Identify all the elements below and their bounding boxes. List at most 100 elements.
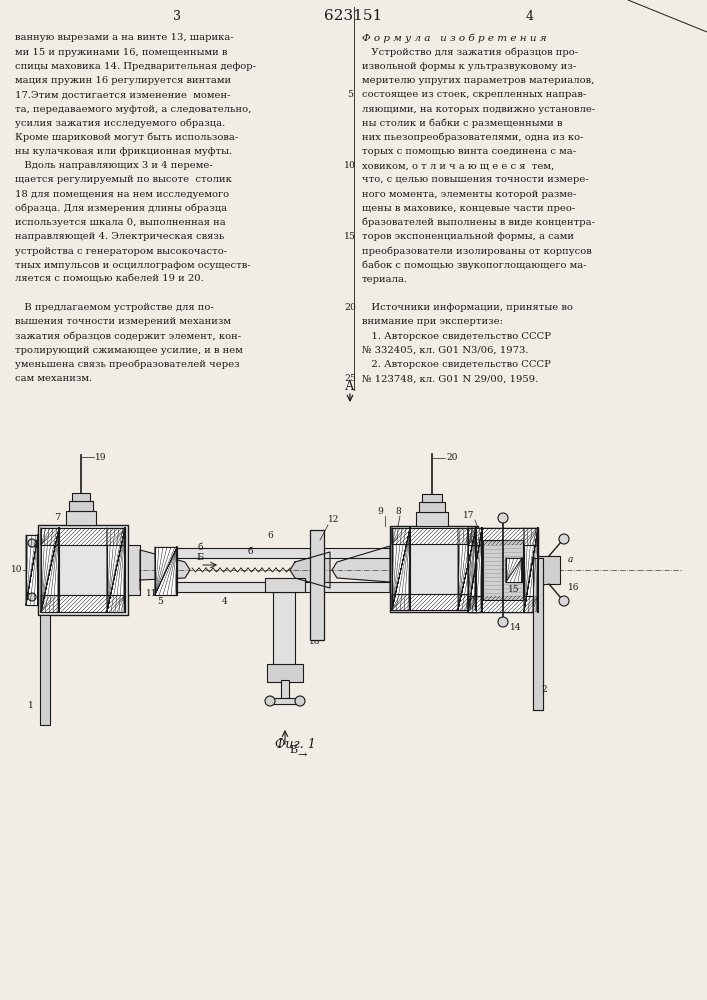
Text: 15: 15 [344, 232, 356, 241]
Text: устройства с генератором высокочасто-: устройства с генератором высокочасто- [15, 246, 227, 255]
Bar [506, 558, 522, 582]
Text: 3: 3 [173, 9, 181, 22]
Bar [392, 594, 476, 610]
Text: Б: Б [196, 554, 203, 562]
Bar [458, 528, 476, 610]
Text: a: a [568, 556, 573, 564]
Text: сам механизм.: сам механизм. [15, 374, 92, 383]
Text: ми 15 и пружинами 16, помещенными в: ми 15 и пружинами 16, помещенными в [15, 48, 228, 57]
Text: 10: 10 [344, 161, 356, 170]
Bar [26, 535, 38, 605]
Circle shape [28, 539, 36, 547]
Bar [41, 595, 125, 612]
Text: усилия зажатия исследуемого образца.: усилия зажатия исследуемого образца. [15, 118, 226, 128]
Bar [538, 556, 560, 584]
Text: направляющей 4. Электрическая связь: направляющей 4. Электрическая связь [15, 232, 224, 241]
Text: 4: 4 [526, 9, 534, 22]
Text: мация пружин 16 регулируется винтами: мация пружин 16 регулируется винтами [15, 76, 231, 85]
Text: 7: 7 [54, 514, 60, 522]
Text: ляющими, на которых подвижно установле-: ляющими, на которых подвижно установле- [362, 104, 595, 113]
Text: 11: 11 [146, 588, 158, 597]
Text: Кроме шариковой могут быть использова-: Кроме шариковой могут быть использова- [15, 133, 238, 142]
Text: них пьезопреобразователями, одна из ко-: них пьезопреобразователями, одна из ко- [362, 133, 583, 142]
Text: 18: 18 [309, 638, 320, 647]
Text: зажатия образцов содержит элемент, кон-: зажатия образцов содержит элемент, кон- [15, 331, 241, 341]
Text: ны столик и бабки с размещенными в: ны столик и бабки с размещенными в [362, 118, 563, 128]
Text: образца. Для измерения длины образца: образца. Для измерения длины образца [15, 204, 227, 213]
Text: 18 для помещения на нем исследуемого: 18 для помещения на нем исследуемого [15, 190, 229, 199]
Bar [72, 493, 90, 501]
Text: бабок с помощью звукопоглощающего ма-: бабок с помощью звукопоглощающего ма- [362, 260, 587, 270]
Text: 20: 20 [446, 454, 457, 462]
Text: № 332405, кл. G01 N3/06, 1973.: № 332405, кл. G01 N3/06, 1973. [362, 346, 529, 355]
Text: спицы маховика 14. Предварительная дефор-: спицы маховика 14. Предварительная дефор… [15, 62, 256, 71]
Text: преобразователи изолированы от корпусов: преобразователи изолированы от корпусов [362, 246, 592, 256]
Text: мерителю упругих параметров материалов,: мерителю упругих параметров материалов, [362, 76, 595, 85]
Bar [506, 558, 522, 582]
Text: 2: 2 [541, 686, 547, 694]
Text: 1: 1 [28, 700, 34, 710]
Bar [392, 528, 410, 610]
Circle shape [28, 593, 36, 601]
Bar [265, 578, 305, 592]
Bar [390, 526, 478, 612]
Text: та, передаваемого муфтой, а следовательно,: та, передаваемого муфтой, а следовательн… [15, 104, 252, 113]
Text: что, с целью повышения точности измере-: что, с целью повышения точности измере- [362, 176, 589, 184]
Text: 10: 10 [11, 566, 22, 574]
Polygon shape [140, 550, 190, 590]
Bar [478, 562, 508, 578]
Bar [281, 680, 289, 700]
Text: б: б [247, 548, 252, 556]
Text: б: б [197, 544, 203, 552]
Text: бразователей выполнены в виде концентра-: бразователей выполнены в виде концентра- [362, 218, 595, 227]
Text: Вдоль направляющих 3 и 4 переме-: Вдоль направляющих 3 и 4 переме- [15, 161, 213, 170]
Text: 14: 14 [510, 624, 522, 633]
Text: торов экспоненциальной формы, а сами: торов экспоненциальной формы, а сами [362, 232, 574, 241]
Text: →: → [297, 750, 306, 760]
Bar [66, 511, 96, 525]
Bar [416, 512, 448, 526]
Text: щается регулируемый по высоте  столик: щается регулируемый по высоте столик [15, 176, 232, 184]
Text: ляется с помощью кабелей 19 и 20.: ляется с помощью кабелей 19 и 20. [15, 275, 204, 284]
Text: внимание при экспертизе:: внимание при экспертизе: [362, 318, 503, 326]
Text: 19: 19 [95, 452, 107, 462]
Bar [41, 528, 125, 545]
Text: 16: 16 [568, 584, 580, 592]
Bar [468, 528, 538, 545]
Text: А: А [345, 380, 355, 393]
Text: ванную вырезами а на винте 13, шарика-: ванную вырезами а на винте 13, шарика- [15, 33, 234, 42]
Polygon shape [290, 552, 330, 588]
Bar [26, 535, 38, 605]
Bar [155, 547, 177, 595]
Text: 12: 12 [328, 516, 339, 524]
Bar [155, 548, 395, 558]
Bar [292, 540, 342, 620]
Text: 17.Этим достигается изменение  момен-: 17.Этим достигается изменение момен- [15, 90, 230, 99]
Bar [468, 528, 482, 612]
Bar [128, 545, 140, 595]
Bar [273, 592, 295, 667]
Bar [419, 502, 445, 512]
Text: ного момента, элементы которой разме-: ного момента, элементы которой разме- [362, 190, 576, 199]
Text: 5: 5 [157, 597, 163, 606]
Text: ховиком, о т л и ч а ю щ е е с я  тем,: ховиком, о т л и ч а ю щ е е с я тем, [362, 161, 554, 170]
Text: В предлагаемом устройстве для по-: В предлагаемом устройстве для по- [15, 303, 214, 312]
Text: Фиг. 1: Фиг. 1 [274, 738, 315, 752]
Text: тных импульсов и осциллографом осуществ-: тных импульсов и осциллографом осуществ- [15, 261, 250, 270]
Text: 9: 9 [377, 508, 383, 516]
Bar [40, 615, 50, 725]
Bar [483, 540, 523, 600]
Circle shape [559, 534, 569, 544]
Text: 15: 15 [508, 585, 520, 594]
Text: 17: 17 [463, 510, 474, 520]
Text: 20: 20 [344, 303, 356, 312]
Text: торых с помощью винта соединена с ма-: торых с помощью винта соединена с ма- [362, 147, 576, 156]
Circle shape [498, 513, 508, 523]
Text: состоящее из стоек, скрепленных направ-: состоящее из стоек, скрепленных направ- [362, 90, 586, 99]
Text: Ф о р м у л а   и з о б р е т е н и я: Ф о р м у л а и з о б р е т е н и я [362, 33, 547, 43]
Bar [270, 698, 300, 704]
Bar [533, 570, 543, 710]
Text: № 123748, кл. G01 N 29/00, 1959.: № 123748, кл. G01 N 29/00, 1959. [362, 374, 538, 383]
Text: 2. Авторское свидетельство СССР: 2. Авторское свидетельство СССР [362, 360, 551, 369]
Bar [107, 528, 125, 612]
